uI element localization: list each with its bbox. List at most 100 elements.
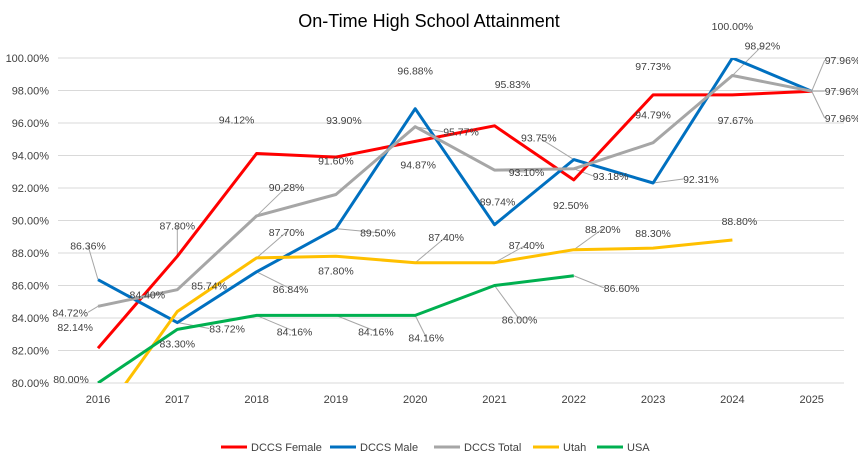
x-tick-label: 2025 (799, 394, 823, 406)
x-tick-label: 2017 (165, 394, 189, 406)
data-label-dccs-male: 83.72% (209, 324, 245, 336)
x-tick-label: 2024 (720, 394, 744, 406)
data-label-usa: 84.16% (358, 326, 394, 338)
data-label-leader (811, 90, 826, 119)
data-label-leader (494, 244, 527, 264)
x-tick-label: 2021 (482, 394, 506, 406)
data-label-dccs-female: 95.83% (495, 79, 531, 91)
data-label-utah: 88.80% (722, 216, 758, 228)
data-label-dccs-male: 86.84% (273, 284, 309, 296)
y-tick-label: 92.00% (12, 183, 50, 195)
data-label-dccs-total: 98.92% (745, 41, 781, 53)
data-label-leader (335, 228, 378, 234)
legend: DCCS Female DCCS Male DCCS Total Utah USA (221, 442, 650, 454)
data-label-dccs-male: 96.88% (397, 66, 433, 78)
data-label-utah: 87.80% (318, 265, 354, 277)
data-label-dccs-male: 97.96% (825, 55, 858, 67)
data-label-dccs-total: 93.10% (509, 167, 545, 179)
data-label-dccs-female: 97.67% (718, 115, 754, 127)
y-tick-label: 88.00% (12, 248, 50, 260)
x-tick-label: 2016 (86, 394, 110, 406)
data-label-dccs-male: 93.75% (521, 133, 557, 145)
data-label-dccs-male: 92.31% (683, 174, 719, 186)
data-label-usa: 83.30% (159, 338, 195, 350)
y-tick-label: 84.00% (12, 313, 50, 325)
y-tick-label: 98.00% (12, 86, 50, 98)
y-tick-label: 100.00% (6, 53, 50, 65)
x-tick-label: 2022 (562, 394, 586, 406)
series-line-usa (97, 274, 574, 383)
data-label-dccs-total: 90.28% (269, 182, 305, 194)
data-label-leader (573, 168, 593, 177)
data-label-leader (414, 315, 427, 338)
y-tick-label: 80.00% (12, 378, 50, 390)
data-label-utah: 88.30% (635, 228, 671, 240)
series-lines (96, 58, 813, 383)
data-label-dccs-male: 89.74% (480, 197, 516, 209)
series-line-utah (124, 238, 733, 383)
y-tick-label: 82.00% (12, 346, 50, 358)
data-label-leader (538, 137, 575, 160)
data-label-usa: 80.00% (53, 374, 89, 386)
data-label-dccs-male: 100.00% (712, 21, 753, 33)
data-label-dccs-male: 86.36% (70, 241, 106, 253)
data-label-leader (573, 275, 604, 289)
series-line-dccs-total (97, 74, 812, 308)
data-labels: 82.14% 87.80% 94.12% 93.90% 94.87% 95.83% 92.5… (52, 21, 858, 386)
x-tick-label: 2020 (403, 394, 427, 406)
data-label-leader (256, 271, 291, 290)
data-label-usa: 86.60% (604, 283, 640, 295)
data-label-dccs-total: 91.60% (318, 156, 354, 168)
data-label-dccs-female: 87.80% (159, 220, 195, 232)
data-label-dccs-female: 82.14% (57, 322, 93, 334)
data-label-dccs-male: 89.50% (360, 228, 396, 240)
data-label-dccs-total: 97.96% (825, 86, 858, 98)
data-label-dccs-total: 85.74% (191, 281, 227, 293)
y-tick-label: 90.00% (12, 216, 50, 228)
data-label-leader (256, 186, 287, 217)
data-label-dccs-female: 93.90% (326, 115, 362, 127)
data-label-usa: 84.16% (277, 326, 313, 338)
legend-label-utah: Utah (563, 442, 586, 454)
data-label-dccs-total: 95.77% (443, 127, 479, 139)
x-axis-ticks: 2016 2017 2018 2019 2020 2021 2022 2023 2024 2025 (86, 394, 824, 406)
data-label-dccs-female: 94.87% (400, 159, 436, 171)
data-label-utah: 87.40% (509, 240, 545, 252)
x-tick-label: 2019 (324, 394, 348, 406)
data-label-leader (494, 285, 520, 320)
data-label-usa: 84.16% (408, 332, 444, 344)
y-axis-ticks: 80.00% 82.00% 84.00% 86.00% 88.00% 90.00% 92.0… (6, 53, 50, 390)
data-label-dccs-female: 97.96% (825, 113, 858, 125)
data-label-leader (87, 305, 99, 313)
data-label-usa: 86.00% (502, 315, 538, 327)
data-label-utah: 88.20% (585, 224, 621, 236)
data-label-leader (414, 236, 447, 264)
data-label-leader (653, 178, 684, 184)
data-label-leader (335, 314, 377, 332)
y-tick-label: 96.00% (12, 118, 50, 130)
chart-title: On-Time High School Attainment (298, 11, 559, 31)
data-label-utah: 87.70% (269, 227, 305, 239)
data-label-leader (256, 314, 295, 332)
x-tick-label: 2018 (244, 394, 268, 406)
data-label-dccs-total: 93.18% (593, 171, 629, 183)
legend-label-dccs-female: DCCS Female (251, 442, 322, 454)
label-leader-lines (87, 45, 826, 338)
data-label-leader (256, 231, 287, 259)
legend-label-dccs-total: DCCS Total (464, 442, 521, 454)
series-line-dccs-female (96, 89, 812, 350)
data-label-dccs-female: 94.12% (219, 115, 255, 127)
data-label-leader (573, 228, 604, 251)
data-label-utah: 87.40% (428, 232, 464, 244)
series-line-dccs-male (97, 58, 813, 325)
data-label-leader (811, 59, 826, 92)
x-tick-label: 2023 (641, 394, 665, 406)
data-label-dccs-total: 84.72% (52, 307, 88, 319)
y-tick-label: 86.00% (12, 281, 50, 293)
data-label-utah: 84.40% (129, 290, 165, 302)
data-label-leader (732, 45, 763, 76)
y-tick-label: 94.00% (12, 151, 50, 163)
data-label-leader (87, 245, 99, 280)
